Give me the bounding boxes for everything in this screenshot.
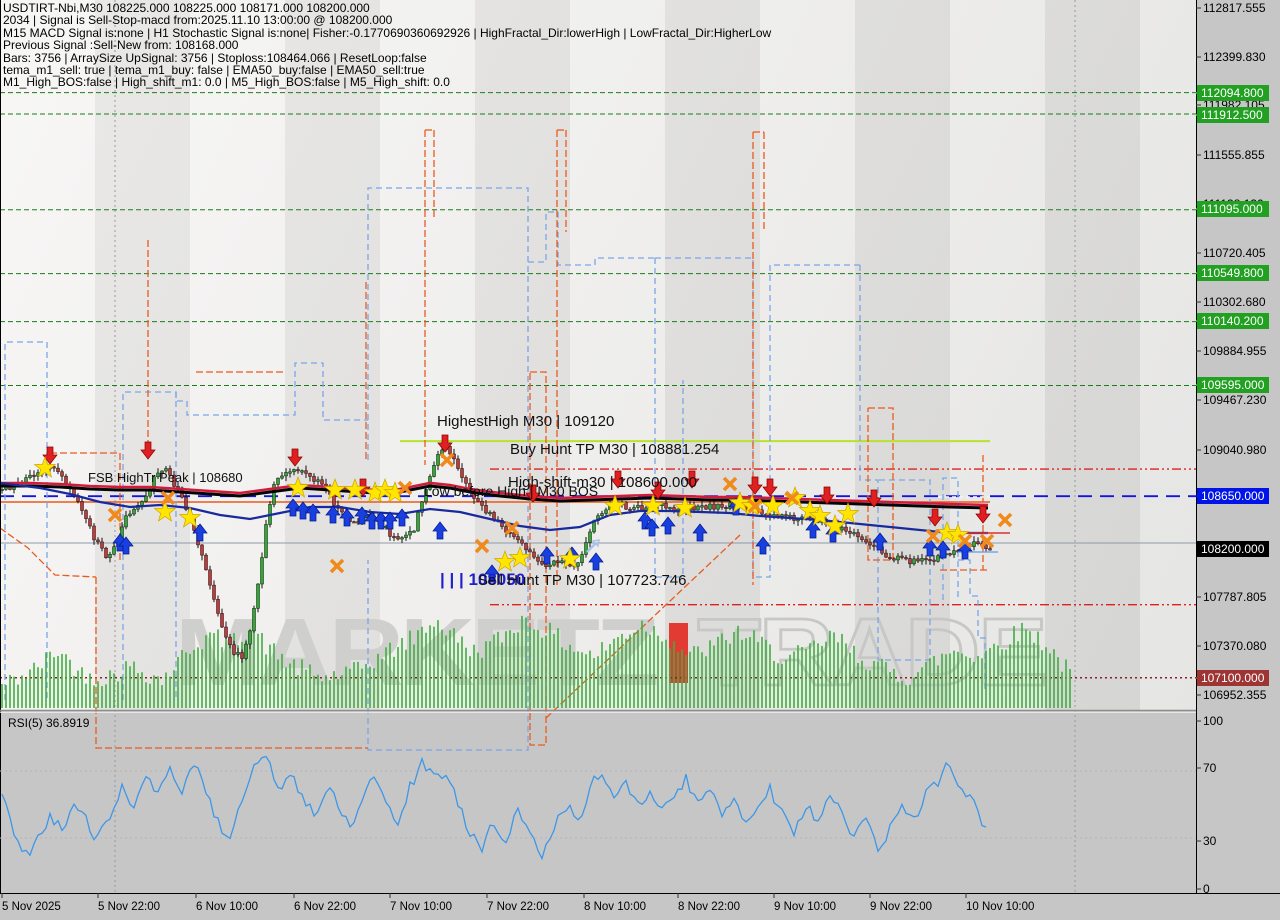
info-line: Previous Signal :Sell-New from: 108168.0… (3, 38, 239, 53)
price-badge: 110140.200 (1197, 313, 1269, 329)
price-tick-label: 106952.355 (1203, 688, 1267, 702)
info-line: Bars: 3756 | ArraySize UpSignal: 3756 | … (3, 50, 427, 65)
fsb-peak-label: FSB HighTr Peak | 108680 (88, 470, 243, 485)
low-before-high-label: Low before High | M30 BOS (424, 483, 599, 499)
rsi-scale-label: 100 (1203, 714, 1224, 728)
chart-info-overlay: USDTIRT-Nbi,M30 108225.000 108225.000 10… (3, 2, 771, 89)
info-line: M15 MACD Signal is:none | H1 Stochastic … (3, 25, 772, 40)
price-badge: 109595.000 (1197, 377, 1269, 393)
time-label[interactable]: 5 Nov 22:00 (98, 901, 161, 913)
price-tick-label: 110302.680 (1203, 295, 1266, 309)
price-tick-label: 107370.080 (1203, 639, 1267, 653)
price-tick-label: 109467.230 (1203, 393, 1267, 407)
time-label[interactable]: 6 Nov 10:00 (196, 901, 259, 913)
price-tick-label: 112817.555 (1203, 1, 1266, 15)
price-badge: 108200.000 (1197, 541, 1269, 557)
price-badge: 107100.000 (1197, 670, 1269, 686)
time-label[interactable]: 9 Nov 22:00 (870, 901, 933, 913)
rsi-pane[interactable] (0, 712, 1196, 893)
price-tick-label: 110720.405 (1203, 246, 1266, 260)
price-badge: 111095.000 (1197, 201, 1269, 217)
sell-hunt-tp-label: Sell Hunt TP M30 | 107723.746 (478, 572, 687, 589)
price-tick-label: 107787.805 (1203, 590, 1267, 604)
buy-hunt-tp-label: Buy Hunt TP M30 | 108881.254 (510, 441, 720, 458)
rsi-indicator-label: RSI(5) 36.8919 (8, 716, 90, 730)
info-line: USDTIRT-Nbi,M30 108225.000 108225.000 10… (3, 1, 370, 15)
info-line: M1_High_BOS:false | High_shift_m1: 0.0 |… (3, 75, 450, 90)
time-label[interactable]: 10 Nov 10:00 (966, 901, 1035, 913)
price-badge: 110549.800 (1197, 265, 1269, 281)
info-line: tema_m1_sell: true | tema_m1_buy: false … (3, 63, 425, 78)
high-shift-label: High-shift-m30 | 108600.000 (508, 474, 698, 491)
price-badge: 111912.500 (1197, 107, 1269, 123)
info-line: 2034 | Signal is Sell-Stop-macd from:202… (3, 13, 393, 28)
time-label[interactable]: 7 Nov 10:00 (390, 901, 453, 913)
rsi-scale-label: 0 (1203, 882, 1210, 896)
time-label[interactable]: 8 Nov 22:00 (678, 901, 741, 913)
time-label[interactable]: 9 Nov 10:00 (774, 901, 837, 913)
price-badge: 108650.000 (1197, 488, 1269, 504)
price-tick-label: 111555.855 (1203, 148, 1265, 162)
bos-count-label: | | | 108050 (440, 570, 526, 589)
time-label[interactable]: 6 Nov 22:00 (294, 901, 357, 913)
price-tick-label: 109884.955 (1203, 344, 1267, 358)
rsi-scale-label: 30 (1203, 834, 1217, 848)
time-label[interactable]: 5 Nov 2025 (2, 901, 61, 913)
price-badge: 112094.800 (1197, 85, 1269, 101)
highest-high-label: HighestHigh M30 | 109120 (437, 413, 615, 430)
time-label[interactable]: 7 Nov 22:00 (487, 901, 550, 913)
time-label[interactable]: 8 Nov 10:00 (584, 901, 647, 913)
price-tick-label: 112399.830 (1203, 50, 1266, 64)
rsi-scale-label: 70 (1203, 761, 1217, 775)
price-tick-label: 109040.980 (1203, 443, 1267, 457)
